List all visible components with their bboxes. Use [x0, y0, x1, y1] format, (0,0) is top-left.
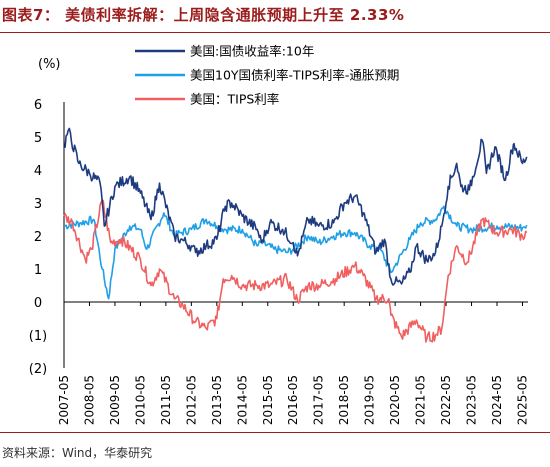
title-bar: 图表7： 美债利率拆解：上周隐含通胀预期上升至 2.33% [0, 0, 550, 33]
x-tick-label: 2019-05 [363, 375, 377, 425]
y-tick-label: 6 [34, 98, 42, 113]
x-tick-label: 2025-05 [515, 375, 529, 425]
y-tick-label: 3 [34, 197, 42, 212]
x-tick-label: 2012-05 [184, 375, 198, 425]
y-tick-label: 2 [34, 230, 42, 245]
x-tick-label: 2017-05 [312, 375, 326, 425]
x-tick-label: 2020-05 [388, 375, 402, 425]
x-tick-label: 2010-05 [133, 375, 147, 425]
y-tick-label: (1) [29, 329, 47, 344]
figure-title: 图表7： 美债利率拆解：上周隐含通胀预期上升至 2.33% [2, 6, 405, 24]
x-tick-label: 2021-05 [414, 375, 428, 425]
legend-item-nominal-10y: 美国:国债收益率:10年 [135, 44, 314, 59]
legend-label: 美国:国债收益率:10年 [190, 44, 314, 59]
y-tick-label: 5 [34, 131, 42, 146]
legend-label: 美国：TIPS利率 [190, 92, 279, 107]
series-line-tips [63, 198, 528, 343]
y-tick-label: (2) [29, 362, 47, 377]
legend-item-breakeven: 美国10Y国债利率-TIPS利率-通胀预期 [135, 68, 399, 83]
source-text: 资料来源：Wind，华泰研究 [2, 446, 153, 460]
x-tick-label: 2014-05 [235, 375, 249, 425]
x-tick-label: 2008-05 [82, 375, 96, 425]
chart: (%) 6 5 4 3 2 1 0 (1) (2) 2007-05 2008-05 2009-05 201… [29, 44, 530, 426]
y-tick-label: 1 [34, 263, 42, 278]
x-tick-label: 2022-05 [439, 375, 453, 425]
x-tick-label: 2011-05 [159, 375, 173, 425]
source-footer: 资料来源：Wind，华泰研究 [0, 432, 550, 467]
y-tick-label: 4 [34, 164, 42, 179]
legend-label: 美国10Y国债利率-TIPS利率-通胀预期 [190, 68, 399, 83]
y-axis-unit-label: (%) [38, 57, 61, 72]
x-tick-label: 2007-05 [57, 375, 71, 425]
x-tick-label: 2024-05 [490, 375, 504, 425]
y-tick-label: 0 [34, 296, 42, 311]
x-tick-label: 2023-05 [465, 375, 479, 425]
x-tick-label: 2009-05 [108, 375, 122, 425]
series-line-nominal-10y [63, 127, 528, 286]
x-tick-label: 2015-05 [261, 375, 275, 425]
series-line-breakeven [63, 205, 528, 300]
x-tick-label: 2016-05 [286, 375, 300, 425]
x-tick-label: 2013-05 [210, 375, 224, 425]
x-tick-label: 2018-05 [337, 375, 351, 425]
legend-item-tips: 美国：TIPS利率 [135, 92, 279, 107]
